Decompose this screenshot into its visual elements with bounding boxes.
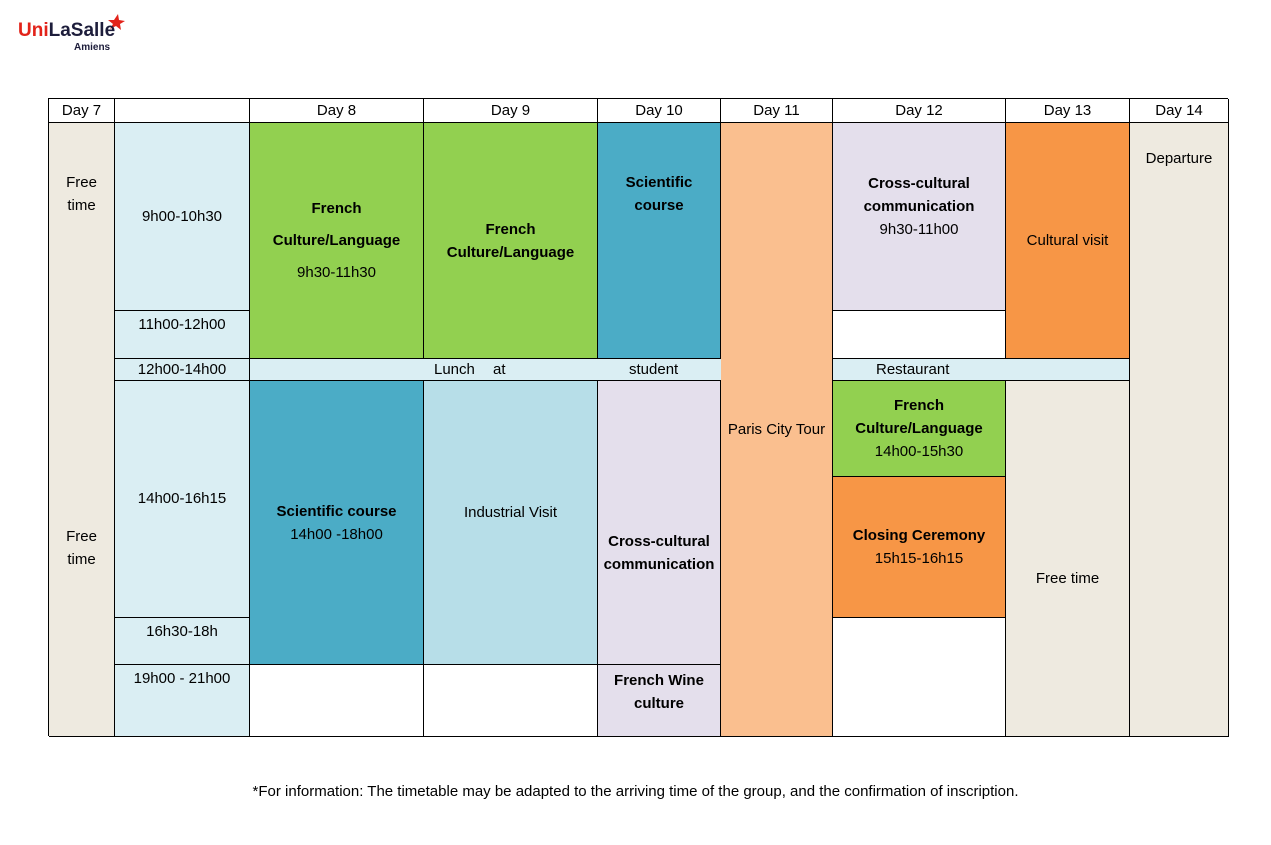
activity-title: Cross-cultural communication <box>863 175 975 215</box>
lunch-text: Restaurant <box>876 361 950 378</box>
activity-title: Cultural visit <box>1026 232 1109 249</box>
activity-title: Scientific course <box>276 502 397 520</box>
activity-title: Closing Ceremony <box>852 527 986 544</box>
timetable: Day 7 Day 8 Day 9 Day 10 Day 11 Day 12 Day 13 D… <box>48 98 1229 737</box>
activity-time: 9h30-11h00 <box>879 221 959 238</box>
activity-cell: Scientific course <box>598 123 721 359</box>
time-text: 19h00 - 21h00 <box>133 670 231 687</box>
activity-cell: French Culture/Language 14h00-15h30 <box>833 381 1006 477</box>
time-cell: 12h00-14h00 <box>115 359 250 381</box>
activity-title: French Wine culture <box>614 672 704 712</box>
header-text: Day 11 <box>753 101 800 119</box>
free-time-cell: Free time Free time <box>49 123 115 737</box>
time-cell: 14h00-16h15 <box>115 381 250 618</box>
time-text: 9h00-10h30 <box>141 207 223 225</box>
activity-cell: French Culture/Language 9h30-11h30 <box>250 123 424 359</box>
time-cell: 16h30-18h <box>115 618 250 665</box>
logo: UniLaSalle Amiens <box>18 14 125 53</box>
header-text: Day 10 <box>635 101 683 119</box>
header-cell: Day 8 <box>250 99 424 123</box>
header-text: Day 7 <box>61 101 102 119</box>
activity-title: French Culture/Language <box>855 397 983 437</box>
header-text: Day 8 <box>316 101 357 119</box>
activity-cell: Industrial Visit <box>424 381 598 665</box>
lunch-cell: Restaurant <box>833 359 1130 381</box>
lunch-text: Lunch at <box>434 361 506 378</box>
free-time-text: Free time <box>66 528 97 568</box>
time-text: 14h00-16h15 <box>137 490 227 507</box>
footnote: *For information: The timetable may be a… <box>252 783 1019 800</box>
header-cell: Day 10 <box>598 99 721 123</box>
activity-cell: Paris City Tour <box>721 123 833 737</box>
logo-campus: Amiens <box>74 42 111 53</box>
activity-cell: Cultural visit <box>1006 123 1130 359</box>
time-cell: 9h00-10h30 <box>115 123 250 311</box>
activity-title: Industrial Visit <box>463 504 558 521</box>
header-cell <box>115 99 250 123</box>
time-cell: 11h00-12h00 <box>115 311 250 359</box>
activity-cell: Cross-cultural communication <box>598 381 721 665</box>
activity-title: French Culture/Language <box>272 199 401 249</box>
time-text: 12h00-14h00 <box>137 360 227 378</box>
header-text: Day 9 <box>490 101 531 119</box>
header-cell: Day 12 <box>833 99 1006 123</box>
activity-title: French Culture/Language <box>446 220 575 261</box>
logo-text: Uni <box>18 20 49 41</box>
lunch-cell: Lunch at student <box>250 359 721 381</box>
activity-cell: Free time <box>1006 381 1130 737</box>
activity-cell: French Wine culture <box>598 665 721 737</box>
empty-cell <box>424 665 598 737</box>
activity-title: Cross-cultural communication <box>603 532 715 573</box>
header-text: Day 13 <box>1043 101 1092 119</box>
time-cell: 19h00 - 21h00 <box>115 665 250 737</box>
activity-title: Scientific course <box>625 174 693 214</box>
time-text: 16h30-18h <box>146 623 218 640</box>
activity-cell: Departure <box>1130 123 1229 737</box>
header-cell: Day 14 <box>1130 99 1229 123</box>
activity-time: 14h00 -18h00 <box>290 525 383 543</box>
free-time-text: Free time <box>66 174 97 214</box>
activity-title: Paris City Tour <box>727 421 826 438</box>
activity-title: Departure <box>1145 150 1213 167</box>
activity-time: 15h15-16h15 <box>874 550 964 567</box>
logo-text: LaSalle <box>48 20 116 41</box>
activity-cell: French Culture/Language <box>424 123 598 359</box>
header-cell: Day 7 <box>49 99 115 123</box>
empty-cell <box>833 618 1006 737</box>
activity-cell: Scientific course 14h00 -18h00 <box>250 381 424 665</box>
header-text: Day 12 <box>895 101 943 119</box>
activity-title: Free time <box>1035 570 1100 587</box>
time-text: 11h00-12h00 <box>138 316 226 333</box>
empty-cell <box>250 665 424 737</box>
lunch-text: student <box>629 361 679 378</box>
activity-time: 14h00-15h30 <box>874 443 964 460</box>
header-cell: Day 13 <box>1006 99 1130 123</box>
activity-cell: Cross-cultural communication 9h30-11h00 <box>833 123 1006 311</box>
logo-star <box>108 14 125 30</box>
empty-cell <box>833 311 1006 359</box>
header-text: Day 14 <box>1155 101 1203 119</box>
activity-cell: Closing Ceremony 15h15-16h15 <box>833 477 1006 618</box>
header-cell: Day 11 <box>721 99 833 123</box>
header-cell: Day 9 <box>424 99 598 123</box>
activity-time: 9h30-11h30 <box>297 263 376 281</box>
